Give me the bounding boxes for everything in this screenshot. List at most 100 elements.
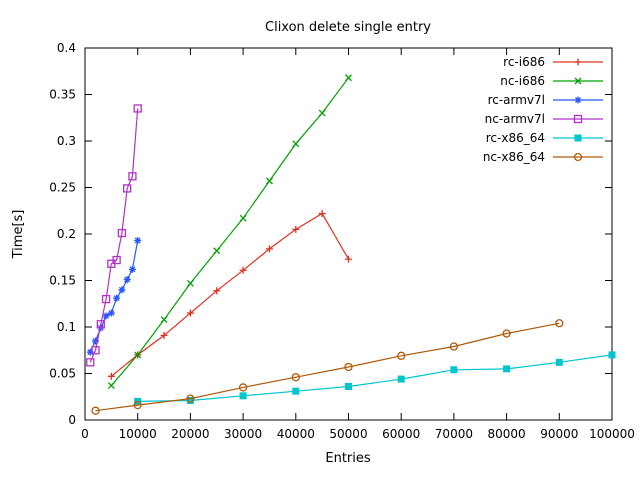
square-open-marker — [86, 358, 95, 367]
cross-marker — [107, 382, 115, 390]
cross-marker — [213, 247, 221, 255]
legend-label: rc-i686 — [503, 55, 545, 69]
circle-open-marker — [133, 400, 142, 410]
circle-open-marker — [573, 152, 583, 162]
legend-label: rc-x86_64 — [486, 131, 545, 145]
cross-marker — [345, 74, 352, 82]
square-filled-marker — [397, 375, 405, 383]
square-open-marker — [101, 294, 111, 304]
asterisk-marker — [574, 96, 582, 104]
square-filled-marker — [608, 351, 616, 359]
plot-area: 0 10000 20000 30000 40000 50000 60000 70000 8000… — [49, 41, 635, 441]
asterisk-marker — [118, 286, 126, 294]
x-tick-label: 70000 — [435, 427, 473, 441]
asterisk-marker — [128, 265, 136, 273]
square-open-marker — [573, 114, 583, 124]
x-tick-label: 40000 — [277, 427, 315, 441]
cross-marker — [265, 177, 273, 185]
series-nc-x86_64-line — [95, 322, 560, 412]
square-open-marker — [123, 184, 132, 193]
x-tick-label: 90000 — [540, 427, 578, 441]
y-tick-label: 0.1 — [57, 320, 76, 334]
square-open-marker — [96, 320, 105, 329]
x-tick-label: 100000 — [589, 427, 635, 441]
asterisk-marker — [102, 312, 110, 320]
cross-marker — [134, 351, 142, 359]
series-rc-i686-line — [110, 212, 350, 377]
circle-open-marker — [238, 383, 248, 392]
circle-open-marker — [397, 351, 406, 360]
circle-open-marker — [91, 406, 100, 415]
x-tick-label: 60000 — [382, 427, 420, 441]
cross-marker — [318, 109, 326, 117]
cross-marker — [160, 316, 168, 324]
y-tick-label: 0.25 — [49, 181, 76, 195]
asterisk-marker — [134, 237, 142, 245]
legend-item-rc-armv7l: rc-armv7l — [488, 93, 603, 107]
x-axis-label: Entries — [325, 451, 371, 466]
square-filled-marker — [450, 366, 458, 374]
asterisk-marker — [107, 309, 115, 317]
square-filled-marker — [555, 358, 563, 366]
plus-marker — [107, 372, 115, 380]
circle-open-marker — [555, 319, 564, 328]
asterisk-marker — [86, 348, 94, 356]
square-open-marker — [133, 104, 142, 113]
series-nc-armv7l-line — [89, 108, 139, 363]
cross-marker — [186, 279, 194, 287]
plus-marker — [292, 225, 300, 233]
x-tick-label: 30000 — [224, 427, 262, 441]
legend-item-nc-armv7l: nc-armv7l — [485, 112, 603, 126]
plus-marker — [213, 287, 221, 295]
circle-open-marker — [186, 394, 195, 403]
circle-open-marker — [291, 373, 300, 382]
square-open-marker — [112, 255, 121, 265]
cross-marker — [239, 214, 247, 222]
y-tick-label: 0 — [68, 413, 76, 427]
chart-title: Clixon delete single entry — [265, 20, 431, 35]
cross-marker — [292, 140, 300, 148]
legend-label: nc-x86_64 — [483, 150, 545, 164]
square-filled-marker — [239, 392, 247, 400]
legend-item-rc-i686: rc-i686 — [503, 55, 603, 69]
asterisk-marker — [123, 276, 131, 284]
legend-item-rc-x86_64: rc-x86_64 — [486, 131, 603, 145]
square-filled-marker — [345, 383, 352, 391]
square-open-marker — [117, 228, 127, 238]
square-filled-marker — [574, 134, 582, 142]
series-rc-x86_64-line — [137, 354, 613, 402]
x-tick-label: 80000 — [488, 427, 526, 441]
y-axis-label: Time[s] — [11, 210, 26, 260]
y-tick-label: 0.4 — [57, 41, 76, 55]
circle-open-marker — [344, 362, 353, 372]
plus-marker — [265, 245, 273, 253]
y-tick-label: 0.15 — [49, 274, 76, 288]
legend-label: nc-armv7l — [485, 112, 545, 126]
y-tick-label: 0.3 — [57, 134, 76, 148]
plus-marker — [239, 266, 247, 274]
circle-open-marker — [502, 329, 511, 338]
asterisk-marker — [92, 337, 100, 345]
plus-marker — [574, 58, 582, 66]
cross-marker — [574, 77, 582, 85]
square-filled-marker — [503, 365, 511, 373]
square-filled-marker — [292, 387, 300, 395]
square-open-marker — [128, 172, 137, 181]
x-tick-label: 20000 — [171, 427, 209, 441]
plus-marker — [345, 255, 352, 263]
x-tick-label: 10000 — [119, 427, 157, 441]
plus-marker — [318, 210, 326, 218]
y-tick-label: 0.35 — [49, 88, 76, 102]
x-tick-label: 50000 — [329, 427, 367, 441]
asterisk-marker — [113, 294, 121, 302]
plus-marker — [186, 309, 194, 317]
x-tick-label: 0 — [81, 427, 89, 441]
y-tick-label: 0.05 — [49, 367, 76, 381]
series-nc-i686-line — [110, 77, 349, 386]
legend-item-nc-i686: nc-i686 — [500, 74, 603, 88]
square-open-marker — [91, 346, 100, 355]
legend-item-nc-x86_64: nc-x86_64 — [483, 150, 603, 164]
